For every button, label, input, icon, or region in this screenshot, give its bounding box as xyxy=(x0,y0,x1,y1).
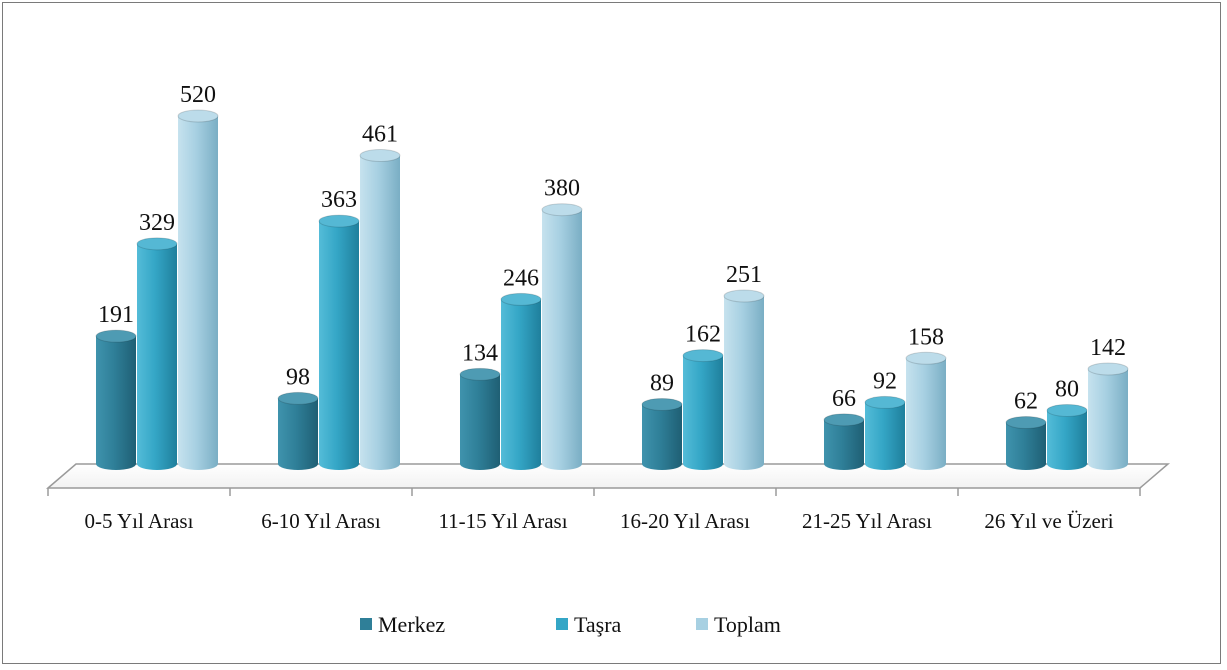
bar-tasra-6-10-yil-arasi xyxy=(318,214,360,470)
legend-label: Taşra xyxy=(574,612,622,637)
category-label: 21-25 Yıl Arası xyxy=(802,509,932,533)
data-label: 191 xyxy=(98,302,134,328)
category-label: 16-20 Yıl Arası xyxy=(620,509,750,533)
data-label: 142 xyxy=(1090,335,1126,361)
category-label: 11-15 Yıl Arası xyxy=(438,509,567,533)
bar-tasra-0-5-yil-arasi xyxy=(136,237,178,470)
bar-toplam-0-5-yil-arasi xyxy=(177,109,219,470)
bar-toplam-16-20-yil-arasi xyxy=(723,289,765,470)
floor-plane xyxy=(45,463,1171,489)
data-label: 251 xyxy=(726,262,762,288)
legend-item-merkez: Merkez xyxy=(360,612,445,637)
bars xyxy=(95,109,1129,470)
bar-merkez-21-25-yil-arasi xyxy=(823,413,865,470)
legend: Merkez Taşra Toplam xyxy=(360,612,781,637)
bar-tasra-26-yil-ve-uzeri xyxy=(1046,403,1088,470)
data-label: 380 xyxy=(544,176,580,202)
legend-label: Merkez xyxy=(378,612,445,637)
data-label: 92 xyxy=(873,368,897,394)
data-label: 89 xyxy=(650,370,674,396)
category-label: 6-10 Yıl Arası xyxy=(261,509,381,533)
category-label: 0-5 Yıl Arası xyxy=(85,509,194,533)
chart-floor xyxy=(45,463,1171,496)
bar-merkez-26-yil-ve-uzeri xyxy=(1005,416,1047,470)
bar-merkez-16-20-yil-arasi xyxy=(641,397,683,470)
bar-toplam-26-yil-ve-uzeri xyxy=(1087,362,1129,470)
legend-swatch xyxy=(696,618,708,630)
data-label: 66 xyxy=(832,386,856,412)
data-label: 134 xyxy=(462,340,498,366)
legend-item-tasra: Taşra xyxy=(556,612,622,637)
legend-swatch xyxy=(556,618,568,630)
bar-toplam-11-15-yil-arasi xyxy=(541,203,583,470)
data-label: 246 xyxy=(503,265,539,291)
bar-tasra-21-25-yil-arasi xyxy=(864,395,906,470)
category-labels: 0-5 Yıl Arası 6-10 Yıl Arası 11-15 Yıl Ara… xyxy=(85,509,1114,533)
bar-merkez-6-10-yil-arasi xyxy=(277,391,319,470)
data-labels: 191 329 520 98 363 461 134 246 380 89 162 251 66 92 15… xyxy=(98,82,1126,415)
data-label: 363 xyxy=(321,187,357,213)
data-label: 329 xyxy=(139,210,175,236)
data-label: 520 xyxy=(180,82,216,108)
bar-merkez-0-5-yil-arasi xyxy=(95,329,137,470)
bar-tasra-11-15-yil-arasi xyxy=(500,292,542,470)
bar-merkez-11-15-yil-arasi xyxy=(459,367,501,470)
data-label: 62 xyxy=(1014,389,1038,415)
category-label: 26 Yıl ve Üzeri xyxy=(984,509,1113,533)
legend-label: Toplam xyxy=(714,612,781,637)
data-label: 162 xyxy=(685,322,721,348)
bar-toplam-21-25-yil-arasi xyxy=(905,351,947,470)
data-label: 80 xyxy=(1055,376,1079,402)
data-label: 461 xyxy=(362,121,398,147)
data-label: 98 xyxy=(286,364,310,390)
data-label: 158 xyxy=(908,324,944,350)
bar-tasra-16-20-yil-arasi xyxy=(682,349,724,470)
legend-item-toplam: Toplam xyxy=(696,612,781,637)
legend-swatch xyxy=(360,618,372,630)
bar-toplam-6-10-yil-arasi xyxy=(359,148,401,470)
